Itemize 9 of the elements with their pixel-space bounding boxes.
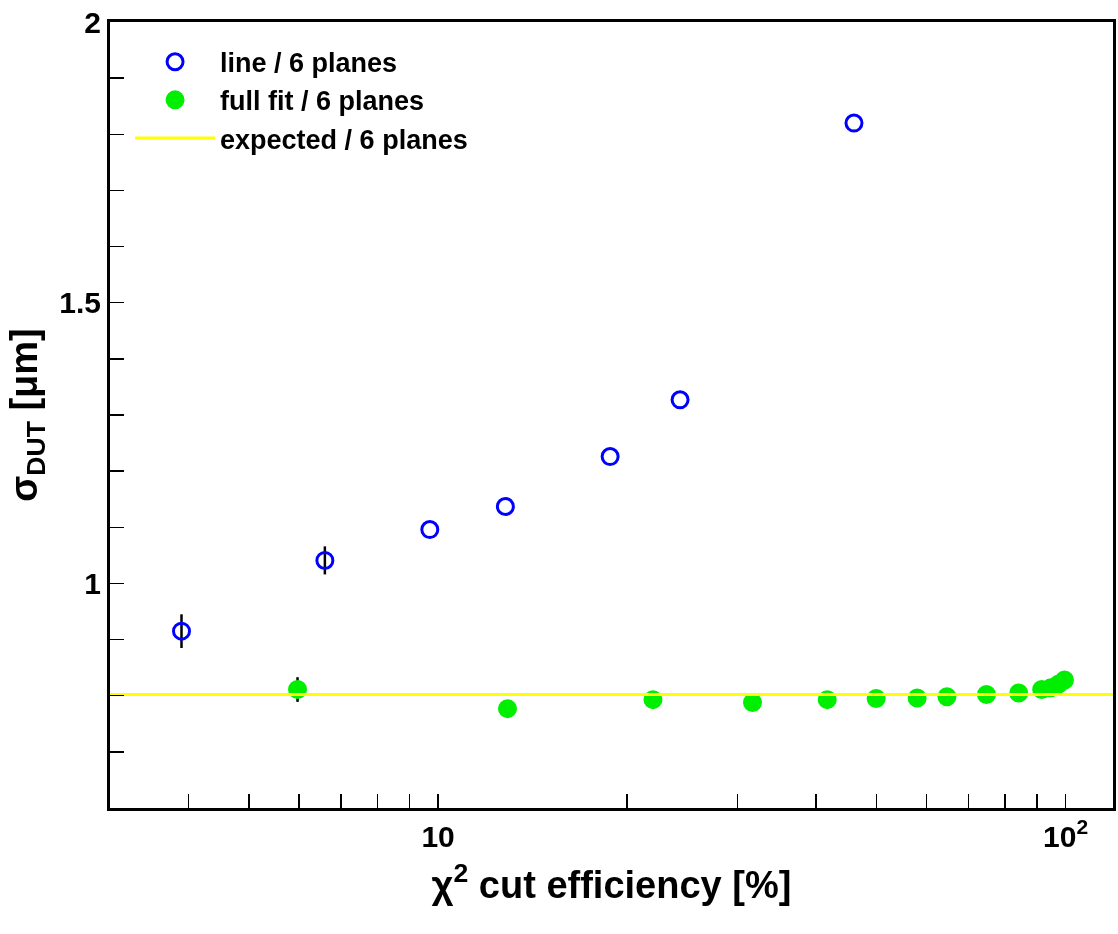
x-tick-label: 10$^{2}$ <box>1043 815 1089 853</box>
y-tick-label: 1.5 <box>59 286 101 320</box>
y-tick-label: 1 <box>84 566 101 600</box>
legend-label: full fit / 6 planes <box>220 86 425 117</box>
y-tick-label: 2 <box>84 5 101 39</box>
x-axis-title: χ$^{2}$ cut efficiency [%] <box>431 858 792 907</box>
legend-label: line / 6 planes <box>220 48 398 79</box>
legend-label: expected / 6 planes <box>220 124 468 155</box>
x-tick-label: 10 <box>421 820 455 853</box>
